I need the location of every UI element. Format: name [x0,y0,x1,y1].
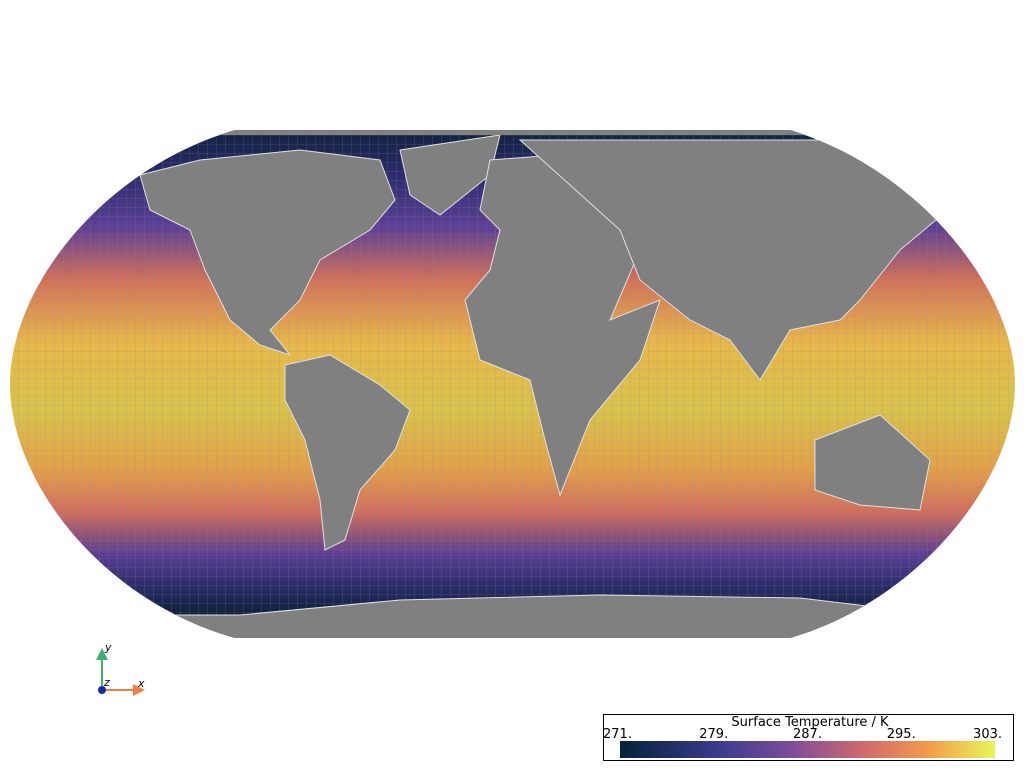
colorbar-tick-label: 295. [887,727,916,742]
colorbar-title: Surface Temperature / K [731,715,889,730]
south-america [284,354,411,551]
land [10,130,1015,638]
greenland [399,134,501,216]
axes-widget: y z x [96,641,145,696]
colorbar: Surface Temperature / K 271. 279. 287. 295.… [603,714,1014,761]
australia [814,414,931,511]
y-label: y [104,641,112,654]
colorbar-tick-label: 279. [699,727,728,742]
map [10,130,1015,638]
arctic-edge [10,130,1015,135]
x-label: x [137,677,145,690]
colorbar-tick-label: 303. [973,727,1002,742]
colorbar-tick-label: 287. [793,727,822,742]
z-label: z [103,676,110,689]
z-axis-dot [98,686,106,694]
europe-africa [464,149,661,497]
colorbar-tick-label: 271. [603,727,632,742]
colorbar-gradient [620,741,995,758]
antarctica [10,594,1015,638]
north-america [139,149,396,357]
